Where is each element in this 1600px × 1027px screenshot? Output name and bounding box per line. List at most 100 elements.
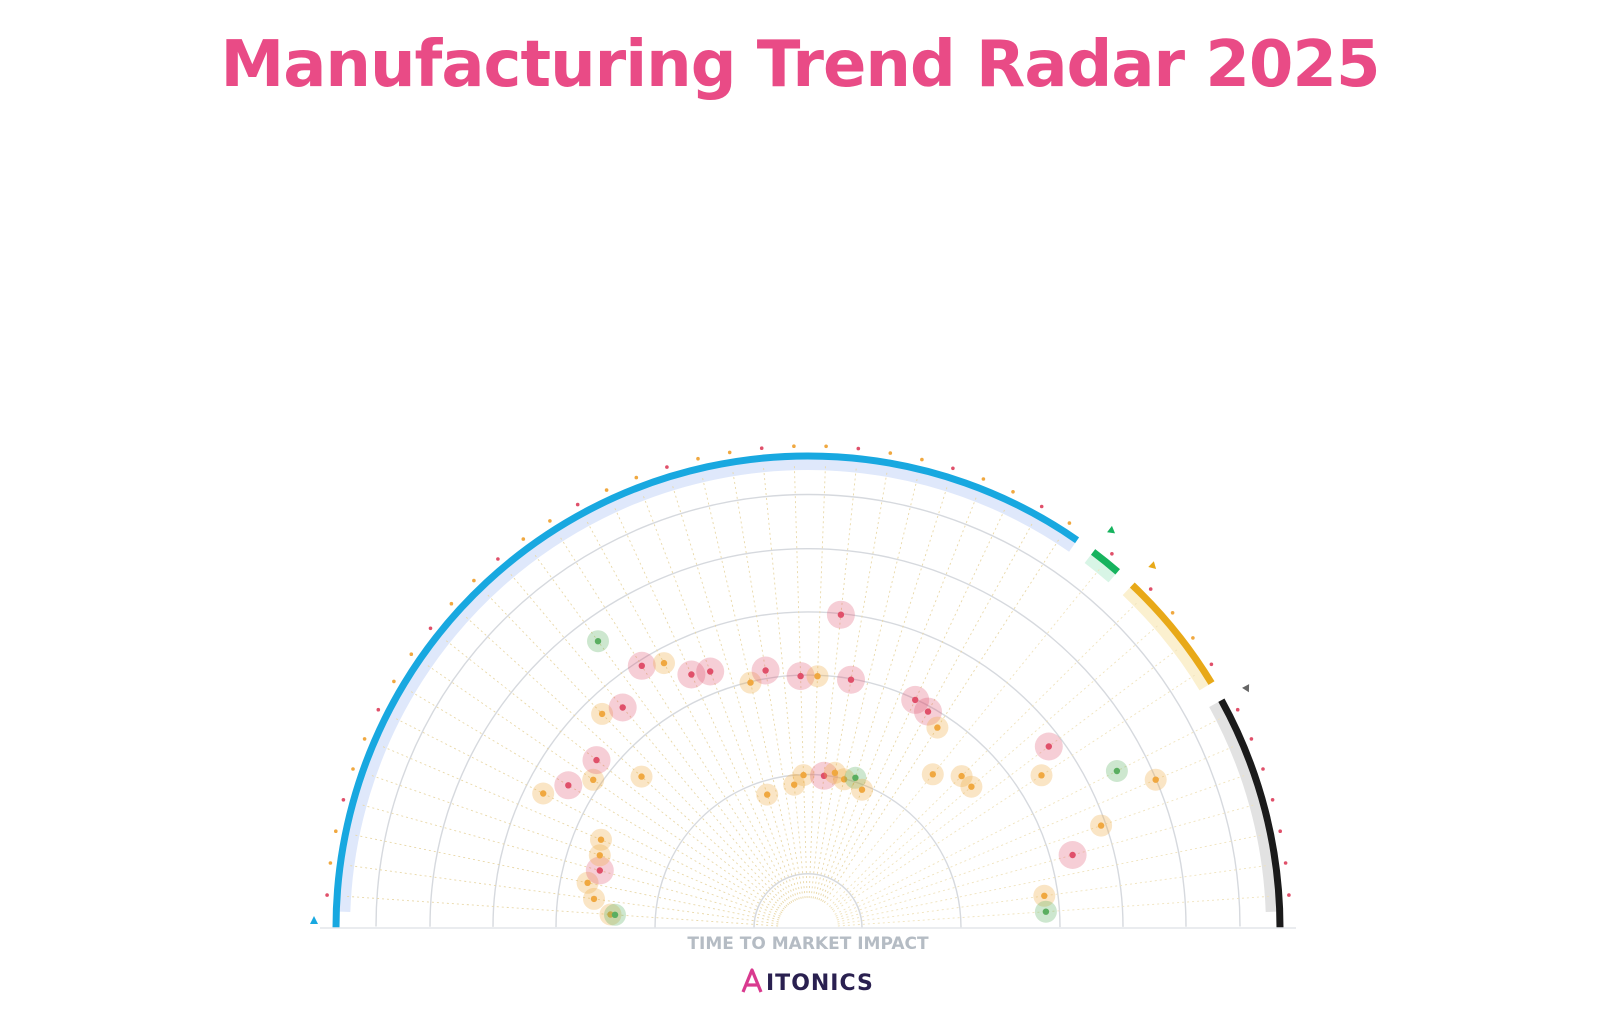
spoke-line bbox=[487, 594, 788, 907]
trend-tick bbox=[362, 737, 367, 741]
spoke-line bbox=[837, 834, 1261, 923]
spoke-line bbox=[820, 509, 1005, 901]
spoke-line bbox=[586, 521, 795, 902]
trend-tick bbox=[888, 451, 893, 455]
spoke-line bbox=[793, 466, 808, 899]
trend-point bbox=[593, 756, 600, 764]
spoke-line bbox=[355, 834, 779, 923]
brand-logo: ITONICS bbox=[741, 968, 873, 996]
category-labels bbox=[310, 525, 1250, 924]
trend-tick bbox=[856, 446, 861, 451]
page-title: Manufacturing Trend Radar 2025 bbox=[220, 28, 1381, 102]
trend-tick bbox=[696, 456, 700, 461]
category-arc bbox=[1129, 582, 1215, 685]
trend-tick bbox=[759, 446, 764, 451]
spoke-line bbox=[763, 468, 806, 899]
category-band bbox=[336, 456, 1078, 913]
trend-point bbox=[590, 776, 597, 783]
trend-tick bbox=[341, 798, 346, 802]
trend-point bbox=[852, 774, 859, 781]
trend-point bbox=[929, 771, 936, 778]
trend-tick bbox=[1110, 552, 1114, 556]
ring-arc bbox=[492, 611, 1124, 927]
trend-tick bbox=[376, 707, 381, 712]
trend-point bbox=[831, 769, 839, 776]
triangle-down-icon bbox=[1107, 525, 1116, 534]
trend-point bbox=[590, 895, 598, 903]
trend-point bbox=[596, 867, 603, 874]
spoke-line bbox=[362, 804, 780, 921]
trend-point bbox=[565, 782, 572, 789]
trend-tick bbox=[634, 475, 639, 480]
category-band bbox=[1209, 700, 1280, 913]
ring-arc bbox=[555, 674, 1061, 928]
trend-point bbox=[820, 772, 828, 779]
trend-tick bbox=[1249, 737, 1254, 741]
spoke-line bbox=[816, 487, 948, 900]
trend-point bbox=[1045, 743, 1053, 750]
spoke-line bbox=[814, 478, 918, 899]
trend-point bbox=[1038, 772, 1045, 779]
trend-tick bbox=[575, 502, 580, 507]
category-label-group bbox=[1148, 561, 1157, 570]
trend-point bbox=[1042, 908, 1050, 915]
trend-point bbox=[598, 710, 606, 718]
trend-tick bbox=[951, 466, 955, 471]
spoke-line bbox=[830, 625, 1158, 909]
trend-tick bbox=[1209, 662, 1214, 667]
ring-arc bbox=[375, 493, 1241, 927]
trend-tick bbox=[548, 519, 552, 523]
trend-point bbox=[1113, 767, 1121, 775]
trend-tick bbox=[1191, 636, 1195, 640]
spoke-line bbox=[534, 554, 791, 905]
trend-labels bbox=[325, 444, 1291, 897]
trend-tick bbox=[604, 488, 609, 492]
trend-tick bbox=[351, 767, 355, 771]
trend-point bbox=[764, 791, 771, 798]
spoke-line bbox=[395, 718, 782, 915]
spoke-line bbox=[835, 746, 1234, 917]
trend-point bbox=[840, 776, 848, 783]
trend-tick bbox=[392, 679, 396, 684]
ring-arc bbox=[753, 873, 863, 928]
trend-point bbox=[540, 790, 547, 797]
trend-tick bbox=[428, 626, 433, 631]
spoke-line bbox=[643, 496, 798, 901]
trend-tick bbox=[981, 477, 986, 481]
trend-point bbox=[707, 668, 714, 675]
trend-point bbox=[814, 673, 821, 680]
trend-tick bbox=[1148, 587, 1153, 591]
spoke-line bbox=[702, 478, 802, 899]
trend-tick bbox=[449, 601, 454, 606]
trend-point bbox=[800, 771, 807, 779]
spoke-line bbox=[818, 497, 977, 901]
category-arc bbox=[1090, 549, 1120, 575]
category-band bbox=[1122, 585, 1212, 691]
spoke-line bbox=[732, 472, 804, 899]
trend-tick bbox=[1287, 893, 1291, 897]
trend-tick bbox=[920, 457, 924, 462]
trend-point bbox=[1152, 776, 1159, 783]
spoke-line bbox=[614, 508, 796, 901]
category-arc bbox=[1218, 698, 1284, 929]
trend-point bbox=[638, 662, 645, 669]
spoke-line bbox=[832, 674, 1195, 912]
trend-point bbox=[858, 786, 866, 793]
trend-tick bbox=[334, 829, 338, 833]
trend-tick bbox=[328, 861, 333, 865]
spoke-line bbox=[836, 804, 1254, 921]
trend-point bbox=[611, 911, 619, 918]
trend-tick bbox=[1235, 707, 1240, 712]
trend-point bbox=[762, 667, 769, 674]
trend-tick bbox=[1283, 861, 1288, 865]
trend-point bbox=[594, 638, 602, 645]
trend-point bbox=[958, 772, 965, 780]
spoke-line bbox=[371, 775, 780, 919]
category-band bbox=[1084, 551, 1118, 583]
spoke-line bbox=[837, 865, 1266, 925]
spoke-line bbox=[828, 602, 1137, 908]
radar-spokes bbox=[347, 466, 1269, 927]
trend-tick bbox=[792, 444, 796, 449]
spoke-line bbox=[410, 691, 783, 914]
